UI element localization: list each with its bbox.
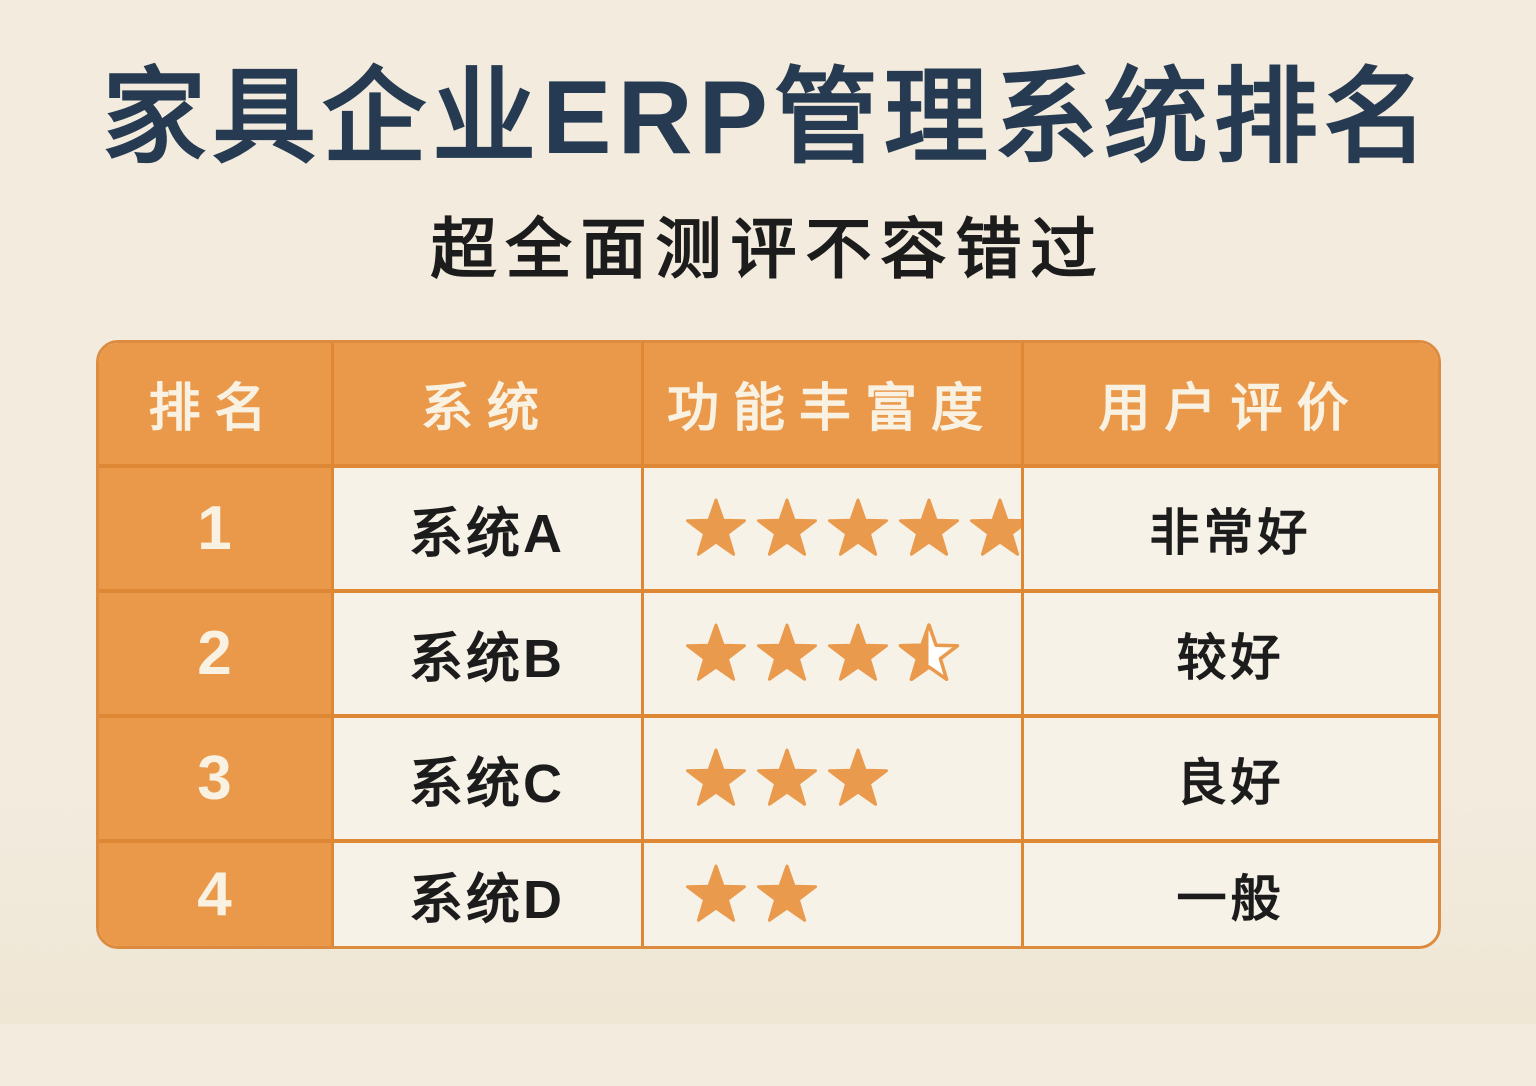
page-title: 家具企业ERP管理系统排名 — [102, 60, 1434, 176]
star-icon — [755, 622, 819, 686]
user-review-cell: 良好 — [1020, 718, 1438, 840]
star-icon — [826, 497, 890, 561]
star-icon — [897, 497, 961, 561]
table-header-row: 排名 系统 功能丰富度 用户评价 — [98, 343, 1438, 469]
rank-cell: 4 — [98, 843, 331, 947]
poster: 家具企业ERP管理系统排名 超全面测评不容错过 排名 系统 功能丰富度 用户评价… — [0, 62, 1536, 1086]
rating-stars-cell — [640, 718, 1021, 840]
table-row: 2 系统B 较好 — [98, 593, 1438, 719]
rating-stars-cell — [640, 468, 1021, 590]
column-header-review: 用户评价 — [1020, 343, 1438, 465]
page-subtitle: 超全面测评不容错过 — [430, 212, 1106, 287]
table-row: 3 系统C 良好 — [98, 718, 1438, 844]
star-icon — [755, 863, 819, 927]
table-body: 1 系统A 非常好 2 系统B 较好 3 系统C 良好 4 系统D 一般 — [98, 468, 1438, 947]
star-icon — [684, 622, 748, 686]
column-header-system: 系统 — [330, 343, 641, 465]
star-icon — [755, 497, 819, 561]
rank-cell: 1 — [98, 468, 331, 590]
rating-stars-cell — [640, 593, 1021, 715]
user-review-cell: 一般 — [1020, 843, 1438, 947]
column-header-rank: 排名 — [98, 343, 331, 465]
system-name-cell: 系统A — [330, 468, 641, 590]
system-name-cell: 系统B — [330, 593, 641, 715]
rank-cell: 2 — [98, 593, 331, 715]
infographic-page: { "page": { "title": "家具企业ERP管理系统排名", "s… — [0, 62, 1536, 1086]
star-icon — [755, 747, 819, 811]
user-review-cell: 较好 — [1020, 593, 1438, 715]
column-header-features: 功能丰富度 — [640, 343, 1021, 465]
half-star-icon — [897, 622, 961, 686]
user-review-cell: 非常好 — [1020, 468, 1438, 590]
star-icon — [684, 497, 748, 561]
rating-stars-cell — [640, 843, 1021, 947]
rank-cell: 3 — [98, 718, 331, 840]
star-icon — [826, 747, 890, 811]
ranking-table: 排名 系统 功能丰富度 用户评价 1 系统A 非常好 2 系统B 较好 3 系统C 良好 4 系统D… — [95, 340, 1441, 950]
star-icon — [684, 863, 748, 927]
table-row: 4 系统D 一般 — [98, 843, 1438, 947]
system-name-cell: 系统C — [330, 718, 641, 840]
system-name-cell: 系统D — [330, 843, 641, 947]
star-icon — [968, 497, 1021, 561]
table-row: 1 系统A 非常好 — [98, 468, 1438, 594]
star-icon — [826, 622, 890, 686]
star-icon — [684, 747, 748, 811]
